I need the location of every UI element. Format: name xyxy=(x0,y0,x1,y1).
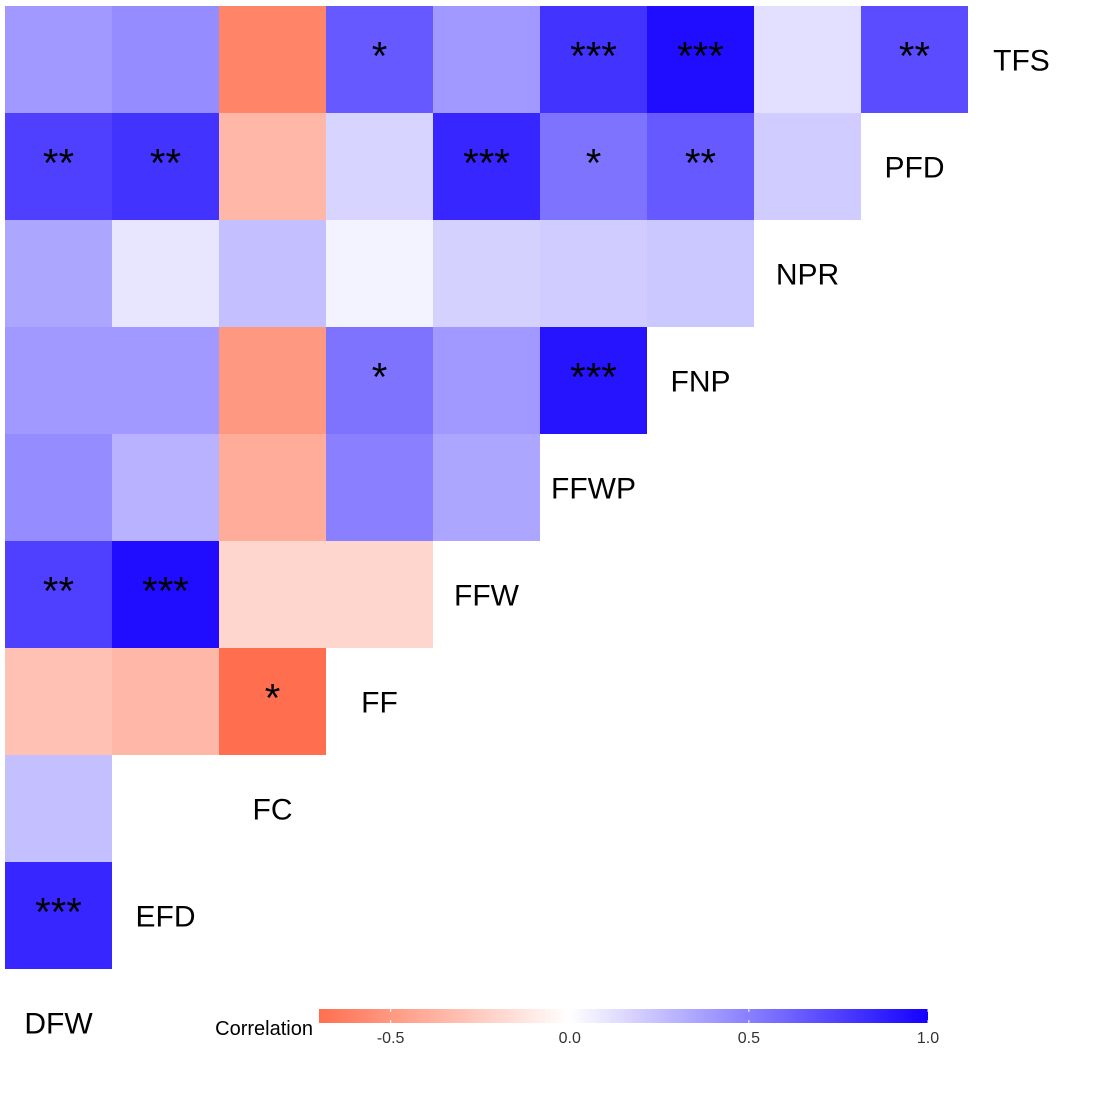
heatmap-cell-fnp-efd xyxy=(112,327,219,434)
legend-tick-label: 1.0 xyxy=(917,1030,939,1047)
heatmap-cell-ffw-dfw xyxy=(5,541,112,648)
heatmap-cell-ffwp-dfw xyxy=(5,434,112,541)
heatmap-cells: * *** *** **** ** *** * *** ***** ******* xyxy=(5,6,968,969)
heatmap-cell-ffwp-ff xyxy=(326,434,433,541)
heatmap-cell-ffw-efd xyxy=(112,541,219,648)
heatmap-cell-npr-fc xyxy=(219,220,326,327)
heatmap-cell-fnp-ffw xyxy=(433,327,540,434)
legend-tick-label: 0.0 xyxy=(559,1030,581,1047)
significance-marker: * xyxy=(265,677,281,721)
heatmap-cell-tfs-efd xyxy=(112,6,219,113)
heatmap-cell-fc-efd xyxy=(112,755,219,862)
legend-ticks: -0.5 0.0 0.5 1.0 xyxy=(377,1009,939,1047)
heatmap-cell-npr-dfw xyxy=(5,220,112,327)
significance-marker: *** xyxy=(570,35,617,79)
heatmap-cell-npr-ffwp xyxy=(540,220,647,327)
heatmap-cell-pfd-npr xyxy=(754,113,861,220)
variable-labels: TFS PFD NPR FNP FFWP FFW FF FC EFD DFW xyxy=(24,45,1049,1041)
variable-label-fc: FC xyxy=(253,794,293,827)
legend-title: Correlation xyxy=(215,1018,313,1040)
significance-marker: *** xyxy=(142,570,189,614)
variable-label-efd: EFD xyxy=(136,901,196,934)
variable-label-ffw: FFW xyxy=(454,580,520,613)
significance-marker: ** xyxy=(43,570,74,614)
heatmap-cell-ff-dfw xyxy=(5,648,112,755)
color-legend: Correlation -0.5 0.0 0.5 1.0 xyxy=(215,1009,939,1047)
heatmap-cell-pfd-efd xyxy=(112,113,219,220)
variable-label-pfd: PFD xyxy=(885,152,945,185)
heatmap-cell-fnp-dfw xyxy=(5,327,112,434)
heatmap-cell-ff-efd xyxy=(112,648,219,755)
significance-marker: * xyxy=(372,35,388,79)
heatmap-cell-tfs-pfd xyxy=(861,6,968,113)
variable-label-dfw: DFW xyxy=(24,1008,93,1041)
heatmap-cell-pfd-dfw xyxy=(5,113,112,220)
heatmap-cell-efd-dfw xyxy=(5,862,112,969)
significance-marker: ** xyxy=(43,142,74,186)
heatmap-cell-tfs-fnp xyxy=(647,6,754,113)
heatmap-cell-tfs-npr xyxy=(754,6,861,113)
heatmap-cell-npr-fnp xyxy=(647,220,754,327)
heatmap-cell-ffwp-fc xyxy=(219,434,326,541)
heatmap-cell-pfd-fnp xyxy=(647,113,754,220)
heatmap-cell-pfd-fc xyxy=(219,113,326,220)
heatmap-cell-tfs-ffwp xyxy=(540,6,647,113)
heatmap-cell-tfs-ffw xyxy=(433,6,540,113)
heatmap-cell-ff-fc xyxy=(219,648,326,755)
significance-marker: ** xyxy=(150,142,181,186)
significance-marker: *** xyxy=(570,356,617,400)
significance-marker: * xyxy=(586,142,602,186)
heatmap-cell-ffwp-efd xyxy=(112,434,219,541)
heatmap-cell-fnp-fc xyxy=(219,327,326,434)
heatmap-cell-npr-ff xyxy=(326,220,433,327)
significance-marker: ** xyxy=(899,35,930,79)
heatmap-cell-fnp-ffwp xyxy=(540,327,647,434)
variable-label-fnp: FNP xyxy=(671,366,731,399)
legend-colorbar xyxy=(319,1009,928,1023)
significance-marker: *** xyxy=(677,35,724,79)
heatmap-cell-fnp-ff xyxy=(326,327,433,434)
heatmap-cell-ffwp-ffw xyxy=(433,434,540,541)
variable-label-ff: FF xyxy=(361,687,398,720)
significance-marker: *** xyxy=(463,142,510,186)
variable-label-npr: NPR xyxy=(776,259,839,292)
significance-marker: * xyxy=(372,356,388,400)
heatmap-cell-ffw-fc xyxy=(219,541,326,648)
heatmap-cell-tfs-ff xyxy=(326,6,433,113)
heatmap-cell-tfs-dfw xyxy=(5,6,112,113)
legend-tick-label: -0.5 xyxy=(377,1030,405,1047)
heatmap-cell-tfs-fc xyxy=(219,6,326,113)
heatmap-cell-fc-dfw xyxy=(5,755,112,862)
significance-marker: ** xyxy=(685,142,716,186)
heatmap-cell-pfd-ffwp xyxy=(540,113,647,220)
heatmap-cell-npr-efd xyxy=(112,220,219,327)
legend-tick-label: 0.5 xyxy=(738,1030,760,1047)
heatmap-cell-ffw-ff xyxy=(326,541,433,648)
heatmap-cell-pfd-ff xyxy=(326,113,433,220)
variable-label-tfs: TFS xyxy=(993,45,1050,78)
heatmap-cell-pfd-ffw xyxy=(433,113,540,220)
variable-label-ffwp: FFWP xyxy=(551,473,636,506)
significance-marker: *** xyxy=(35,891,82,935)
heatmap-cell-npr-ffw xyxy=(433,220,540,327)
